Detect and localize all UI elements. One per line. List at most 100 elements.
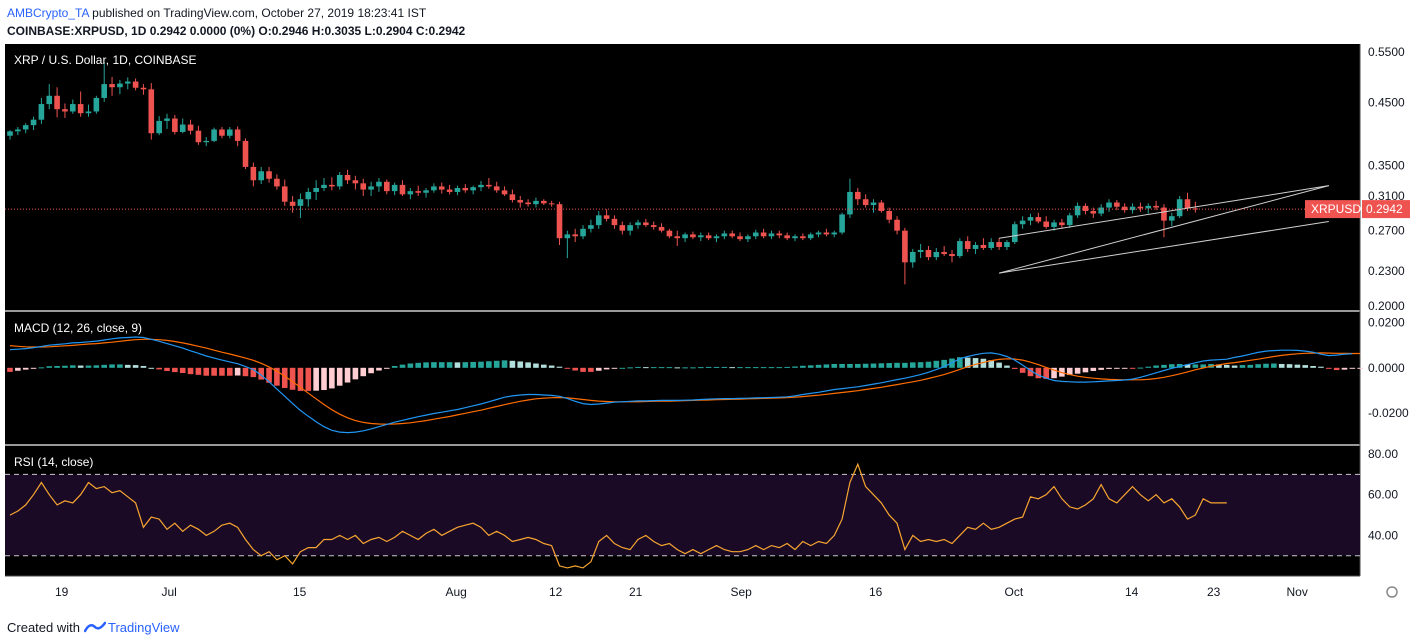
candle-body xyxy=(438,186,445,190)
macd-histogram-bar xyxy=(360,367,367,377)
tradingview-logo-icon xyxy=(84,621,106,633)
candle-body xyxy=(745,236,751,240)
price-pane xyxy=(5,44,1360,310)
price-candle xyxy=(211,127,217,143)
candle-body xyxy=(1066,215,1073,226)
price-candle xyxy=(321,177,327,192)
macd-histogram-bar xyxy=(258,367,264,380)
candle-body xyxy=(1145,205,1152,209)
macd-histogram-bar xyxy=(1161,364,1167,368)
candle-body xyxy=(737,236,743,240)
price-tick-label: 0.2700 xyxy=(1368,224,1405,238)
symbol-tag-bg xyxy=(1305,200,1360,219)
macd-histogram-bar xyxy=(572,367,578,371)
price-candle xyxy=(1106,199,1112,212)
candle-body xyxy=(847,191,853,215)
price-candle xyxy=(1161,204,1167,238)
price-candle xyxy=(768,230,775,240)
candle-body xyxy=(721,233,728,237)
candle-body xyxy=(470,187,476,191)
price-candle xyxy=(1027,213,1034,226)
macd-histogram-bar xyxy=(30,367,37,369)
macd-histogram-bar xyxy=(1082,367,1089,373)
author-link[interactable]: AMBCrypto_TA xyxy=(7,6,89,20)
candle-body xyxy=(705,235,712,239)
price-candle xyxy=(949,249,955,263)
price-candle xyxy=(957,238,963,259)
candle-body xyxy=(234,129,241,141)
footer: Created with TradingView xyxy=(0,608,1426,644)
macd-histogram-bar xyxy=(1286,364,1293,368)
macd-histogram-bar xyxy=(1255,364,1261,368)
macd-histogram-bar xyxy=(745,367,751,369)
macd-histogram-bar xyxy=(1231,365,1238,368)
price-candle xyxy=(1012,221,1018,245)
macd-histogram-bar xyxy=(909,362,916,368)
macd-tick-label: 0.0200 xyxy=(1368,316,1405,330)
candle-body xyxy=(1051,222,1057,227)
chart-canvas[interactable]: 0.5500 0.4500 0.3500 0.3100 0.2700 0.2300 0.20… xyxy=(0,44,1426,608)
candle-body xyxy=(501,190,508,195)
price-candle xyxy=(760,228,767,239)
macd-histogram-bar xyxy=(1192,364,1199,368)
price-candle xyxy=(776,230,783,239)
candle-body xyxy=(54,95,60,110)
rsi-tick-label: 80.00 xyxy=(1368,447,1398,461)
macd-histogram-bar xyxy=(195,367,202,375)
tradingview-brand[interactable]: TradingView xyxy=(107,620,180,635)
macd-histogram-bar xyxy=(462,362,469,368)
macd-histogram-bar xyxy=(1114,367,1120,369)
candle-body xyxy=(407,191,414,195)
macd-histogram-bar xyxy=(46,366,53,368)
macd-histogram-bar xyxy=(431,362,437,368)
candle-body xyxy=(1137,206,1144,209)
candle-body xyxy=(556,204,563,239)
price-candle xyxy=(109,76,115,96)
price-candle xyxy=(101,62,107,102)
candle-body xyxy=(70,104,76,112)
rsi-pane-title: RSI (14, close) xyxy=(14,455,93,469)
candle-body xyxy=(431,186,437,191)
macd-histogram-bar xyxy=(721,366,728,368)
chart-settings-gear-icon[interactable] xyxy=(1386,586,1398,598)
price-candle xyxy=(509,189,516,203)
candle-body xyxy=(564,234,571,239)
candle-body xyxy=(1035,217,1042,222)
candle-body xyxy=(831,232,838,235)
candle-body xyxy=(352,180,359,184)
candle-body xyxy=(1106,202,1112,208)
price-candle xyxy=(541,199,547,206)
price-candle xyxy=(917,244,924,259)
macd-histogram-bar xyxy=(1066,367,1073,376)
macd-histogram-bar xyxy=(250,367,257,378)
macd-histogram-bar xyxy=(972,358,979,368)
candle-body xyxy=(650,225,657,227)
price-candle xyxy=(713,234,720,243)
macd-histogram-bar xyxy=(344,367,351,383)
published-text: published on TradingView.com, October 27… xyxy=(92,6,427,20)
price-candle xyxy=(1098,204,1104,217)
candle-body xyxy=(156,120,162,134)
candle-body xyxy=(666,230,673,237)
macd-histogram-bar xyxy=(847,363,853,368)
candle-body xyxy=(611,218,618,226)
macd-histogram-bar xyxy=(132,365,139,368)
price-tick-label: 0.3500 xyxy=(1368,158,1405,172)
macd-histogram-bar xyxy=(1184,364,1191,368)
candle-body xyxy=(603,215,610,219)
time-tick-label: 16 xyxy=(869,585,883,599)
macd-histogram-bar xyxy=(1318,366,1324,368)
macd-histogram-bar xyxy=(650,367,657,369)
candle-body xyxy=(211,129,217,141)
candle-body xyxy=(399,184,406,195)
candle-body xyxy=(1121,206,1128,211)
macd-histogram-bar xyxy=(486,361,492,368)
price-candle xyxy=(38,97,45,124)
price-candle xyxy=(258,166,264,185)
candle-body xyxy=(1027,217,1034,221)
price-tick-label: 0.4500 xyxy=(1368,95,1405,109)
price-candle xyxy=(15,126,21,136)
candle-body xyxy=(124,81,131,84)
macd-histogram-bar xyxy=(941,359,947,368)
time-tick-label: 23 xyxy=(1207,585,1221,599)
